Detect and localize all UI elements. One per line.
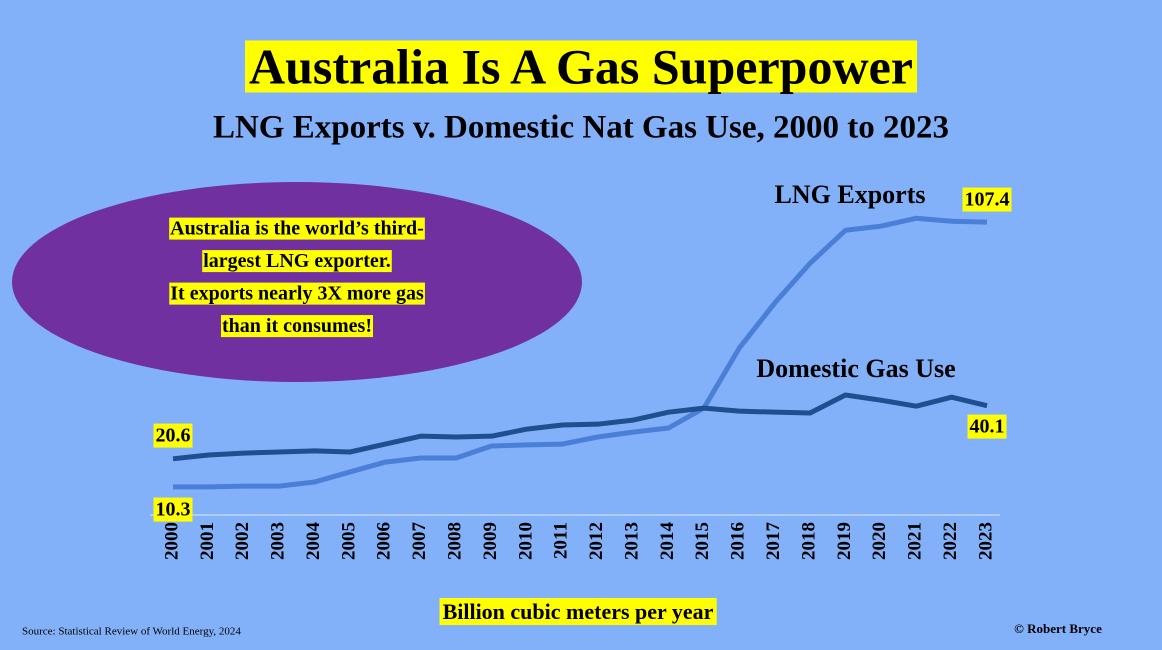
series-label: Domestic Gas Use <box>756 354 955 383</box>
x-tick-label: 2017 <box>763 522 784 561</box>
annotation-line: largest LNG exporter. <box>203 250 391 272</box>
highlight <box>153 497 193 522</box>
chart-subtitle: LNG Exports v. Domestic Nat Gas Use, 200… <box>213 110 949 146</box>
x-tick-label: 2009 <box>480 522 501 560</box>
x-tick-label: 2005 <box>338 522 359 560</box>
x-tick-label: 2016 <box>728 522 749 560</box>
x-tick-label: 2000 <box>161 522 182 560</box>
x-tick-label: 2003 <box>268 522 289 560</box>
highlight <box>962 187 1012 212</box>
series-label: LNG Exports <box>775 180 926 209</box>
highlight <box>245 40 917 93</box>
data-label: 107.4 <box>965 189 1010 211</box>
x-tick-label: 2023 <box>975 522 996 560</box>
x-tick-label: 2008 <box>444 522 465 560</box>
x-tick-label: 2018 <box>798 522 819 560</box>
x-tick-label: 2007 <box>409 522 430 561</box>
x-tick-label: 2001 <box>197 522 218 560</box>
x-tick-label: 2019 <box>834 522 855 560</box>
x-tick-label: 2015 <box>692 522 713 560</box>
line-series <box>172 392 988 462</box>
annotation-line: Australia is the world’s third- <box>170 218 424 240</box>
highlight <box>439 598 717 626</box>
x-tick-label: 2014 <box>657 522 678 561</box>
highlight <box>169 282 425 305</box>
highlight <box>153 423 193 448</box>
x-tick-label: 2004 <box>303 522 324 561</box>
x-tick-label: 2020 <box>869 522 890 560</box>
highlight <box>202 250 392 273</box>
x-tick-label: 2021 <box>905 522 926 560</box>
line-series <box>173 215 988 490</box>
data-label: 20.6 <box>156 425 191 447</box>
chart-title: Australia Is A Gas Superpower <box>249 38 913 94</box>
data-label: 40.1 <box>970 416 1005 438</box>
highlight <box>220 315 374 338</box>
x-tick-label: 2012 <box>586 522 607 560</box>
x-tick-label: 2006 <box>374 522 395 560</box>
x-tick-label: 2002 <box>232 522 253 560</box>
source-note: Source: Statistical Review of World Ener… <box>22 626 241 638</box>
callout-ellipse <box>12 182 582 382</box>
x-axis-label: Billion cubic meters per year <box>443 599 714 624</box>
highlight <box>169 217 425 240</box>
x-tick-label: 2013 <box>621 522 642 560</box>
credit: © Robert Bryce <box>1014 621 1102 636</box>
annotation-line: than it consumes! <box>222 315 372 337</box>
x-tick-label: 2011 <box>551 522 572 559</box>
x-tick-label: 2010 <box>515 522 536 560</box>
highlight <box>967 414 1007 439</box>
annotation-line: It exports nearly 3X more gas <box>170 283 424 305</box>
data-label: 10.3 <box>156 499 191 521</box>
x-tick-label: 2022 <box>940 522 961 560</box>
